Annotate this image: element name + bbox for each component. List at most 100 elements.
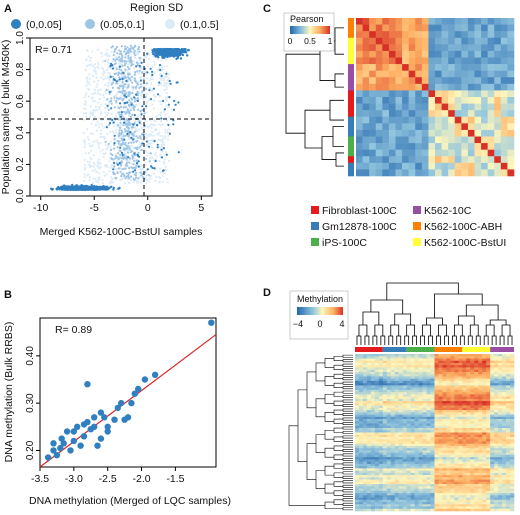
heatmap-cell	[438, 410, 443, 413]
data-point	[135, 385, 142, 393]
scatter-point	[150, 82, 153, 85]
heatmap-cell	[502, 360, 507, 364]
heatmap-cell	[395, 116, 403, 124]
scatter-point	[88, 77, 91, 80]
heatmap-cell	[450, 367, 455, 370]
heatmap-cell	[366, 374, 372, 377]
heatmap-cell	[390, 416, 396, 420]
heatmap-cell	[490, 360, 495, 364]
heatmap-cell	[494, 428, 499, 431]
heatmap-cell	[382, 136, 390, 144]
scatter-point	[89, 59, 92, 62]
scatter-point	[123, 153, 126, 157]
scatter-point	[129, 115, 132, 118]
heatmap-cell	[467, 143, 475, 150]
heatmap-cell	[454, 24, 462, 32]
scatter-point	[82, 186, 85, 189]
heatmap-cell	[474, 149, 482, 157]
scatter-point	[116, 152, 120, 155]
dendrogram-branch	[491, 335, 497, 345]
heatmap-cell	[506, 374, 511, 377]
heatmap-cell	[402, 389, 407, 393]
scatter-point	[118, 76, 121, 79]
heatmap-cell	[481, 57, 488, 65]
heatmap-cell	[494, 407, 499, 411]
dendrogram-branch	[333, 499, 343, 505]
heatmap-cell	[448, 90, 456, 98]
heatmap-cell	[434, 403, 439, 406]
heatmap-cell	[470, 380, 475, 384]
heatmap-cell	[378, 392, 384, 395]
heatmap-cell	[398, 410, 404, 413]
heatmap-cell	[494, 414, 499, 418]
heatmap-cell	[438, 387, 443, 391]
heatmap-cell	[435, 116, 442, 124]
heatmap-cell	[374, 430, 380, 433]
scatter-point	[144, 119, 147, 123]
heatmap-cell	[422, 405, 427, 409]
heatmap-cell	[414, 410, 419, 413]
heatmap-cell	[470, 358, 475, 362]
heatmap-cell	[422, 428, 427, 431]
heatmap-cell	[467, 90, 475, 98]
scatter-point	[90, 63, 93, 66]
heatmap-cell	[494, 412, 499, 415]
heatmap-cell	[490, 398, 495, 402]
heatmap-cell	[446, 376, 451, 379]
scatter-point	[138, 69, 141, 72]
dendrogram-branch	[315, 470, 325, 489]
sample-color-cell	[348, 83, 354, 91]
scatter-point	[126, 46, 129, 49]
heatmap-cell	[394, 385, 400, 388]
heatmap-cell	[378, 398, 384, 402]
heatmap-cell	[490, 403, 495, 406]
heatmap-cell	[355, 367, 360, 370]
panel-b-xlabel: DNA methylation (Merged of LQC samples)	[29, 495, 231, 507]
scatter-point	[137, 154, 140, 157]
scatter-point	[104, 111, 107, 114]
scatter-point	[159, 153, 162, 156]
dendrogram-branch	[428, 335, 433, 345]
heatmap-cell	[507, 116, 515, 124]
scatter-point	[120, 69, 123, 72]
heatmap-cell	[446, 412, 451, 415]
heatmap-cell	[355, 387, 360, 391]
heatmap-cell	[382, 90, 390, 98]
scatter-point	[128, 148, 131, 151]
scatter-point	[102, 74, 105, 77]
heatmap-cell	[395, 50, 403, 58]
heatmap-cell	[487, 116, 495, 124]
scatter-point	[145, 140, 148, 143]
heatmap-cell	[446, 365, 451, 368]
scatter-point	[94, 105, 97, 108]
heatmap-cell	[481, 149, 488, 157]
heatmap-cell	[378, 371, 384, 375]
scatter-point	[135, 103, 138, 106]
dendrogram-branch	[333, 463, 343, 469]
heatmap-cell	[461, 77, 469, 85]
scatter-point	[91, 113, 94, 117]
scatter-point	[118, 107, 121, 110]
heatmap-cell	[446, 401, 451, 404]
dendrogram-branch	[406, 324, 416, 336]
heatmap-cell	[482, 398, 487, 402]
scatter-point	[85, 92, 88, 95]
sample-color-cell	[348, 90, 354, 98]
heatmap-cell	[430, 425, 435, 429]
scatter-point	[118, 85, 121, 88]
heatmap-cell	[395, 57, 403, 65]
dendrogram-branch	[501, 324, 511, 336]
heatmap-cell	[428, 149, 436, 157]
scatter-point	[133, 96, 136, 99]
scatter-point	[151, 73, 154, 77]
heatmap-cell	[421, 123, 429, 131]
scatter-point	[89, 111, 92, 114]
heatmap-cell	[358, 425, 364, 429]
heatmap-cell	[510, 416, 515, 420]
heatmap-cell	[356, 129, 363, 137]
heatmap-cell	[507, 123, 515, 131]
heatmap-cell	[494, 389, 499, 393]
scatter-point	[150, 146, 153, 149]
heatmap-cell	[395, 31, 403, 39]
scatter-point	[125, 79, 128, 82]
